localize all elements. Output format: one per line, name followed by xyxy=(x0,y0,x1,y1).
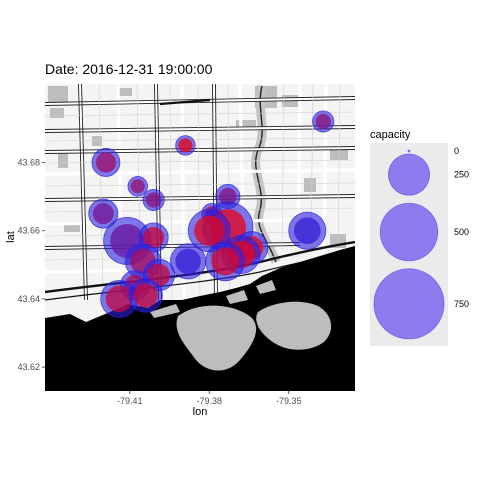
legend-label-250: 250 xyxy=(454,170,469,180)
station-point-core-0 xyxy=(315,113,331,130)
station-point-core-4 xyxy=(130,179,145,194)
plot-panel xyxy=(45,84,355,391)
station-point-core-10 xyxy=(293,217,321,245)
park-area xyxy=(304,178,316,192)
station-point-core-16 xyxy=(175,248,201,275)
park-area xyxy=(48,86,68,102)
ontario-place xyxy=(150,304,180,318)
y-tick-label: 43.66 xyxy=(17,226,40,236)
station-point-core-12 xyxy=(143,226,165,249)
park-area xyxy=(92,136,102,146)
station-point-core-2 xyxy=(95,152,117,173)
park-area xyxy=(236,120,256,128)
x-tick-label: -79.35 xyxy=(276,396,302,406)
harbourfront-pier xyxy=(256,280,276,294)
station-point-core-21 xyxy=(133,283,158,308)
points-layer xyxy=(88,110,335,318)
legend-label-0: 0 xyxy=(454,146,459,156)
x-tick-label: -79.41 xyxy=(117,396,143,406)
park-area xyxy=(50,108,64,118)
park-area xyxy=(64,222,80,232)
toronto-islands xyxy=(176,305,257,371)
legend-label-750: 750 xyxy=(454,299,469,309)
bloor-line xyxy=(159,98,211,106)
x-axis: -79.41 -79.38 -79.35 xyxy=(117,391,302,406)
station-point-core-9 xyxy=(194,215,225,246)
station-point-core-5 xyxy=(145,192,162,208)
harbourfront-pier xyxy=(226,290,248,304)
park-area xyxy=(118,88,132,96)
station-point-core-20 xyxy=(105,285,133,313)
y-axis: 43.62 43.64 43.66 43.68 xyxy=(17,157,45,372)
legend-title: capacity xyxy=(370,129,411,141)
x-tick-label: -79.38 xyxy=(197,396,223,406)
x-axis-label: lon xyxy=(193,406,208,418)
legend-key-250 xyxy=(387,153,431,196)
station-point-core-15 xyxy=(211,247,240,276)
y-tick-label: 43.68 xyxy=(17,157,40,167)
chart-title: Date: 2016-12-31 19:00:00 xyxy=(45,61,213,77)
station-point-core-6 xyxy=(92,203,114,225)
legend-key-500 xyxy=(379,202,439,262)
y-tick-label: 43.62 xyxy=(17,362,40,372)
legend-label-500: 500 xyxy=(454,227,469,237)
legend-key-750 xyxy=(373,268,445,340)
y-axis-label: lat xyxy=(5,231,17,243)
station-point-core-1 xyxy=(178,138,193,153)
legend: capacity 0 250 500 750 xyxy=(370,129,469,346)
station-point-core-3 xyxy=(219,187,237,206)
y-tick-label: 43.64 xyxy=(17,294,40,304)
park-area xyxy=(58,150,68,168)
legend-key-0 xyxy=(407,149,411,153)
tommy-thompson-park xyxy=(256,301,332,350)
